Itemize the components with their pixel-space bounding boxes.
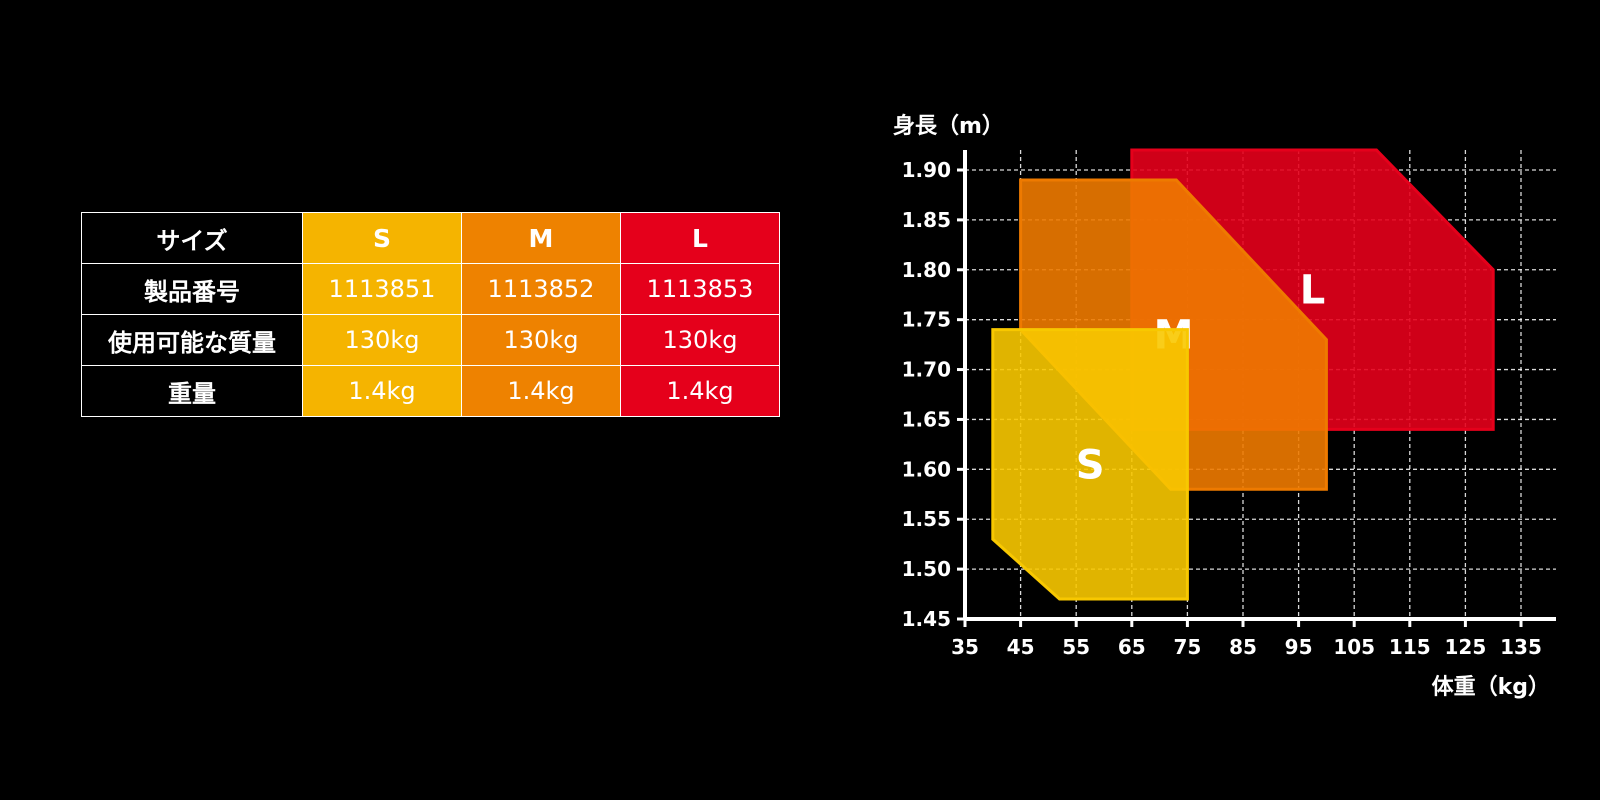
y-tick-label: 1.85 bbox=[902, 208, 951, 232]
y-axis-title: 身長（m） bbox=[893, 113, 1004, 139]
region-layer: LMS bbox=[991, 148, 1495, 601]
cell-l: 1113853 bbox=[620, 263, 780, 315]
size-spec-table: サイズ S M L 製品番号 1113851 1113852 1113853 使… bbox=[81, 212, 780, 417]
table-row-max-load: 使用可能な質量 130kg 130kg 130kg bbox=[81, 314, 780, 366]
table-row-product-number: 製品番号 1113851 1113852 1113853 bbox=[81, 263, 780, 315]
header-size-l: L bbox=[620, 212, 780, 264]
x-tick-label: 95 bbox=[1285, 635, 1313, 659]
cell-s: 130kg bbox=[302, 314, 462, 366]
x-tick-label: 55 bbox=[1062, 635, 1090, 659]
cell-m: 130kg bbox=[461, 314, 621, 366]
x-tick-label: 65 bbox=[1118, 635, 1146, 659]
cell-l: 1.4kg bbox=[620, 365, 780, 417]
cell-m: 1.4kg bbox=[461, 365, 621, 417]
x-tick-label: 85 bbox=[1229, 635, 1257, 659]
y-tick-label: 1.45 bbox=[902, 607, 951, 631]
y-tick-label: 1.65 bbox=[902, 407, 951, 431]
cell-s: 1113851 bbox=[302, 263, 462, 315]
cell-m: 1113852 bbox=[461, 263, 621, 315]
cell-s: 1.4kg bbox=[302, 365, 462, 417]
table-header-row: サイズ S M L bbox=[81, 212, 780, 264]
y-tick-label: 1.60 bbox=[902, 457, 951, 481]
y-tick-label: 1.80 bbox=[902, 258, 951, 282]
header-size-label: サイズ bbox=[81, 212, 303, 264]
table-row-weight: 重量 1.4kg 1.4kg 1.4kg bbox=[81, 365, 780, 417]
axis-layer: 1.90 1.85 1.80 1.75 1.70 1.65 1.60 1.55 1.50 1.45… bbox=[902, 150, 1556, 659]
size-region-label-s: S bbox=[1076, 442, 1105, 488]
x-tick-label: 105 bbox=[1333, 635, 1375, 659]
y-tick-label: 1.70 bbox=[902, 358, 951, 382]
x-axis-title: 体重（kg） bbox=[1432, 675, 1550, 700]
cell-l: 130kg bbox=[620, 314, 780, 366]
x-tick-label: 45 bbox=[1007, 635, 1035, 659]
x-tick-label: 125 bbox=[1445, 635, 1487, 659]
size-region-label-l: L bbox=[1300, 268, 1326, 314]
x-tick-label: 115 bbox=[1389, 635, 1431, 659]
y-tick-label: 1.55 bbox=[902, 507, 951, 531]
row-label: 重量 bbox=[81, 365, 303, 417]
y-tick-label: 1.90 bbox=[902, 158, 951, 182]
y-tick-label: 1.75 bbox=[902, 308, 951, 332]
size-region-s bbox=[991, 328, 1189, 601]
y-tick-label: 1.50 bbox=[902, 557, 951, 581]
x-tick-label: 75 bbox=[1173, 635, 1201, 659]
x-tick-label: 35 bbox=[951, 635, 979, 659]
x-tick-label: 135 bbox=[1500, 635, 1542, 659]
row-label: 製品番号 bbox=[81, 263, 303, 315]
